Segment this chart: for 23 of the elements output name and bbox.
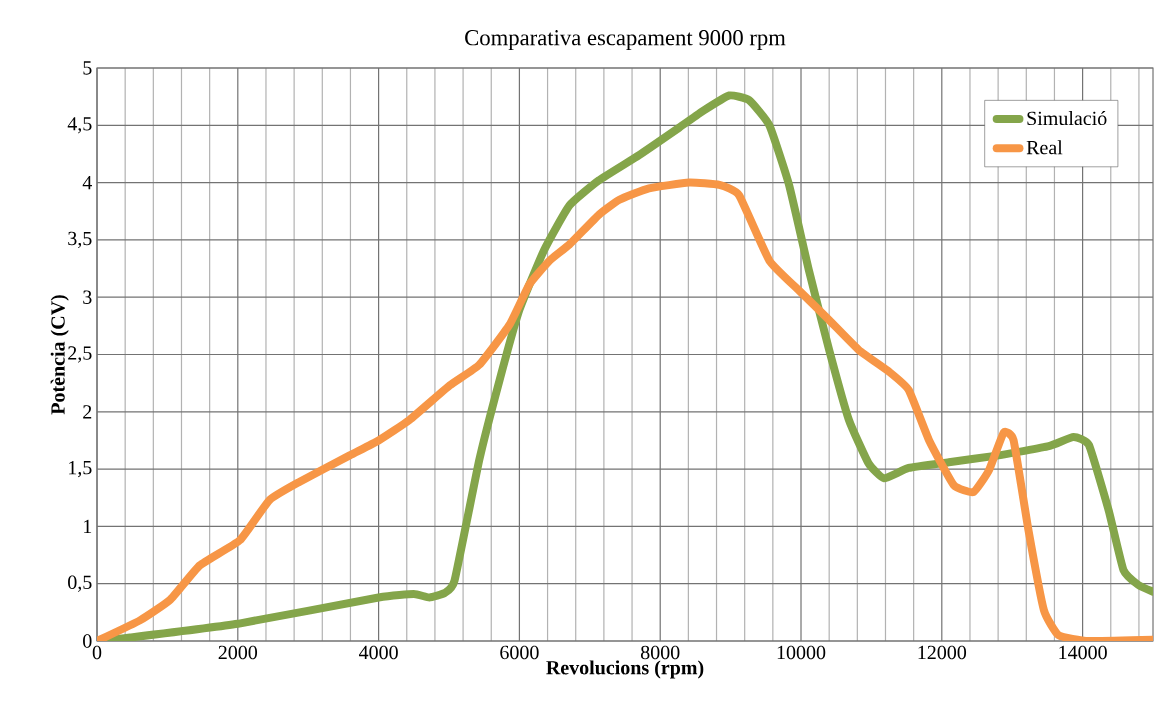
- y-tick-label: 0: [83, 634, 92, 648]
- legend-label: Simulació: [1027, 111, 1107, 126]
- y-tick-label: 2: [83, 405, 92, 419]
- y-axis-title: Potència (CV): [50, 295, 69, 415]
- legend-label: Real: [1026, 140, 1063, 155]
- y-tick-label: 4: [82, 176, 92, 190]
- x-tick-label: 8000: [640, 645, 680, 660]
- y-tick-label: 1,5: [69, 460, 92, 478]
- x-tick-label: 12000: [918, 645, 967, 660]
- y-tick-label: 0,5: [68, 575, 92, 592]
- x-tick-label: 2000: [218, 645, 258, 660]
- x-axis-title: Revolucions (rpm): [546, 660, 704, 679]
- y-tick-label: 3: [83, 290, 92, 304]
- chart-title: Comparativa escapament 9000 rpm: [465, 30, 786, 50]
- y-tick-label: 3,5: [68, 231, 92, 249]
- y-tick-label: 2,5: [68, 346, 92, 363]
- y-tick-label: 4,5: [67, 117, 92, 134]
- x-tick-label: 10000: [777, 645, 826, 660]
- x-tick-label: 4000: [359, 645, 398, 660]
- y-tick-label: 5: [83, 61, 92, 75]
- y-tick-label: 1: [84, 519, 92, 533]
- x-tick-label: 14000: [1059, 645, 1107, 660]
- x-tick-label: 6000: [500, 645, 539, 660]
